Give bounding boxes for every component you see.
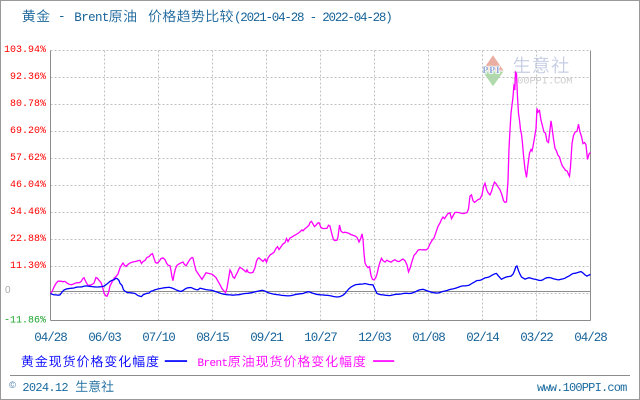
svg-text:103.94%: 103.94% bbox=[4, 45, 46, 56]
svg-text:-: - bbox=[58, 10, 66, 24]
svg-text:22.88%: 22.88% bbox=[10, 234, 46, 245]
svg-text:2024.12: 2024.12 bbox=[22, 381, 68, 395]
svg-text:80.78%: 80.78% bbox=[10, 99, 46, 110]
svg-text:100PPI.COM: 100PPI.COM bbox=[511, 77, 572, 88]
svg-text:12/03: 12/03 bbox=[358, 331, 391, 345]
svg-text:©: © bbox=[9, 380, 16, 391]
svg-text:Brent: Brent bbox=[74, 11, 109, 25]
svg-text:11.30%: 11.30% bbox=[10, 261, 46, 272]
svg-text:01/08: 01/08 bbox=[412, 331, 445, 345]
svg-text:07/10: 07/10 bbox=[142, 331, 175, 345]
svg-text:10/27: 10/27 bbox=[304, 331, 337, 345]
svg-text:09/21: 09/21 bbox=[250, 331, 283, 345]
svg-text:34.46%: 34.46% bbox=[10, 207, 46, 218]
svg-text:04/28: 04/28 bbox=[34, 331, 67, 345]
svg-text:Brent: Brent bbox=[198, 358, 228, 370]
svg-text:57.62%: 57.62% bbox=[10, 153, 46, 164]
svg-text:www.100PPI.com: www.100PPI.com bbox=[537, 381, 627, 395]
svg-text:03/22: 03/22 bbox=[520, 331, 553, 345]
svg-text:02/14: 02/14 bbox=[466, 331, 499, 345]
svg-text:46.04%: 46.04% bbox=[10, 180, 46, 191]
svg-text:06/03: 06/03 bbox=[88, 331, 121, 345]
svg-text:69.20%: 69.20% bbox=[10, 126, 46, 137]
svg-text:0: 0 bbox=[5, 285, 11, 296]
svg-text:(2021-04-28 - 2022-04-28): (2021-04-28 - 2022-04-28) bbox=[234, 11, 392, 25]
svg-text:-11.86%: -11.86% bbox=[4, 316, 46, 327]
svg-text:08/15: 08/15 bbox=[196, 331, 229, 345]
svg-text:04/28: 04/28 bbox=[574, 331, 607, 345]
svg-text:92.36%: 92.36% bbox=[10, 72, 46, 83]
svg-text:PPI: PPI bbox=[483, 66, 501, 76]
